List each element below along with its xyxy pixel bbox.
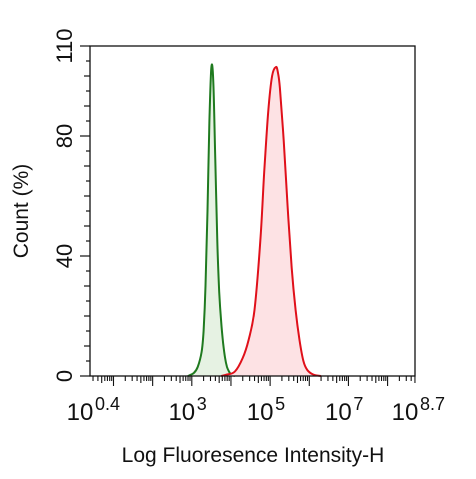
y-tick-label: 0 (52, 370, 77, 382)
y-tick-label: 80 (52, 124, 77, 148)
x-tick-label: 10 (325, 399, 352, 426)
y-tick-label: 110 (52, 28, 77, 63)
x-tick-exponent: 7 (353, 394, 363, 414)
y-axis-label: Count (%) (10, 164, 33, 259)
x-axis-ticks: 10 0.4 10 3 10 5 10 7 10 8.7 (67, 376, 445, 426)
x-tick-label: 10 (67, 399, 94, 426)
x-tick-exponent: 8.7 (420, 394, 445, 414)
x-tick-exponent: 3 (197, 394, 207, 414)
series-1-fill (221, 66, 321, 376)
x-axis-label: Log Fluoresence Intensity-H (122, 444, 385, 467)
series-1-line (221, 65, 322, 377)
y-tick-label: 40 (52, 244, 77, 268)
y-axis-ticks: 0 40 80 110 (52, 28, 90, 382)
x-tick-exponent: 5 (275, 394, 285, 414)
series-0-line (187, 63, 236, 377)
histogram-curves (187, 63, 322, 377)
x-tick-label: 10 (168, 399, 195, 426)
series-0-fill (187, 64, 235, 376)
x-tick-exponent: 0.4 (95, 394, 120, 414)
x-tick-label: 10 (392, 399, 419, 426)
x-tick-label: 10 (247, 399, 274, 426)
